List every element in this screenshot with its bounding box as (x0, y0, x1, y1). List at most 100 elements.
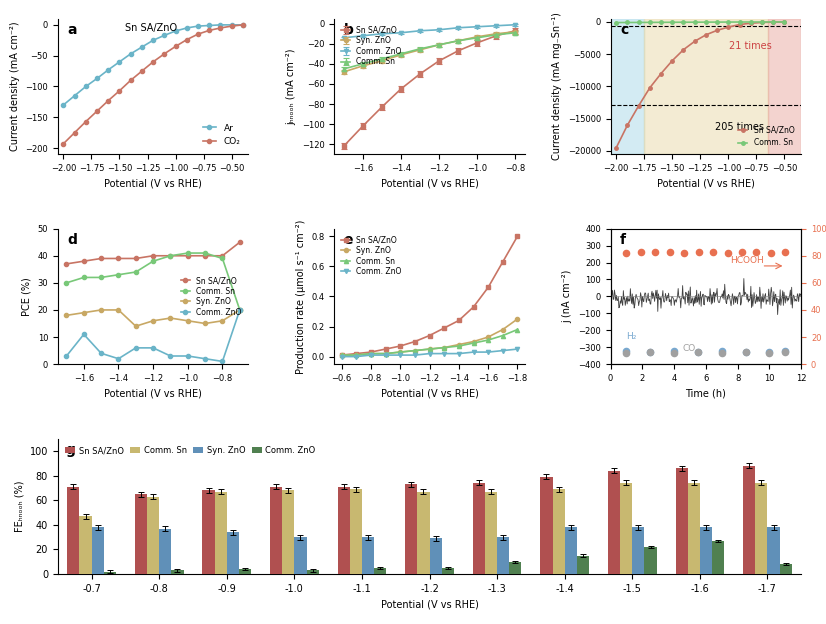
Legend: Sn SA/ZnO, Syn. ZnO, Comm. ZnO, Comm. Sn: Sn SA/ZnO, Syn. ZnO, Comm. ZnO, Comm. Sn (338, 22, 405, 69)
Sn SA/ZnO (712, 27, 722, 34)
CO₂ (115, 87, 125, 94)
Line: Comm. Sn: Comm. Sn (339, 328, 520, 357)
CO₂ (103, 97, 113, 104)
Point (779, 347, 792, 357)
CO₂ (126, 77, 135, 84)
CO₂ (159, 50, 169, 57)
Comm. Sn (96, 274, 106, 281)
CO₂ (216, 24, 225, 32)
Ar (137, 43, 147, 51)
Point (692, 246, 705, 256)
Comm. Sn (701, 18, 711, 26)
Syn. ZnO (217, 317, 227, 324)
Bar (135, 494, 147, 574)
Point (763, 348, 776, 358)
Comm. Sn (678, 19, 688, 26)
Bar (239, 569, 251, 574)
Sn SA/ZnO (148, 252, 158, 260)
Syn. ZnO (200, 319, 210, 327)
Sn SA/ZnO (645, 84, 655, 92)
Comm. Sn (351, 351, 361, 359)
CO₂ (59, 140, 69, 147)
Point (739, 347, 752, 357)
Text: 21 times: 21 times (729, 41, 771, 51)
Comm. Sn (336, 351, 346, 359)
Bar (610, 19, 644, 154)
Legend: Sn SA/ZnO, Comm. Sn, Syn. ZnO, Comm. ZnO: Sn SA/ZnO, Comm. Sn, Syn. ZnO, Comm. ZnO (62, 443, 319, 459)
Comm. Sn (667, 19, 677, 26)
Sn SA/ZnO (498, 258, 508, 266)
Point (779, 346, 792, 356)
Bar (712, 541, 724, 574)
Ar (238, 21, 248, 29)
Bar (202, 490, 215, 574)
Bar (442, 568, 453, 574)
Bar (374, 568, 387, 574)
Comm. ZnO (61, 353, 71, 360)
Comm. ZnO (217, 358, 227, 365)
Comm. Sn (165, 252, 175, 260)
Bar (159, 529, 171, 574)
Y-axis label: jₕₙₒₒₕ (mA cm⁻²): jₕₙₒₒₕ (mA cm⁻²) (286, 48, 297, 125)
Syn. ZnO (454, 341, 464, 348)
Sn SA/ZnO (678, 46, 688, 54)
Comm. Sn (235, 306, 244, 314)
Bar (510, 562, 521, 574)
Sn SA/ZnO (623, 122, 633, 129)
Text: g: g (65, 442, 75, 457)
Sn SA/ZnO (611, 144, 621, 152)
Point (648, 246, 662, 256)
Sn SA/ZnO (768, 18, 778, 26)
Bar (147, 497, 159, 574)
Line: Comm. Sn: Comm. Sn (64, 251, 242, 312)
Syn. ZnO (513, 315, 523, 323)
Bar (362, 537, 374, 574)
Sn SA/ZnO (439, 324, 449, 332)
Sn SA/ZnO (61, 260, 71, 268)
Bar (227, 532, 239, 574)
Bar (406, 484, 417, 574)
CO₂ (137, 67, 147, 75)
Comm. Sn (410, 347, 420, 354)
Comm. ZnO (165, 353, 175, 360)
Comm. Sn (757, 18, 767, 26)
Comm. Sn (439, 344, 449, 351)
Point (677, 248, 691, 258)
Ar (81, 83, 91, 90)
Comm. Sn (468, 339, 478, 347)
Point (667, 348, 681, 358)
Comm. Sn (381, 350, 391, 358)
Point (663, 246, 676, 256)
X-axis label: Potential (V vs RHE): Potential (V vs RHE) (104, 178, 202, 188)
Comm. ZnO (513, 345, 523, 353)
Comm. Sn (131, 268, 140, 276)
Sn SA/ZnO (410, 338, 420, 345)
CO₂ (238, 21, 248, 29)
Point (739, 347, 752, 357)
Comm. ZnO (113, 355, 123, 363)
Point (691, 347, 705, 357)
Point (643, 347, 657, 357)
Bar (472, 483, 485, 574)
Point (667, 346, 681, 356)
Comm. Sn (200, 250, 210, 257)
CO₂ (171, 42, 181, 50)
Bar (565, 527, 577, 574)
Text: HCOOH: HCOOH (729, 256, 763, 265)
Comm. Sn (780, 18, 790, 26)
Bar (780, 564, 792, 574)
Bar (79, 516, 92, 574)
Sn SA/ZnO (165, 252, 175, 260)
Bar (270, 487, 282, 574)
Comm. Sn (78, 274, 88, 281)
Syn. ZnO (351, 351, 361, 359)
Text: a: a (68, 23, 77, 37)
Sn SA/ZnO (656, 70, 666, 77)
Comm. Sn (634, 19, 643, 26)
Sn SA/ZnO (734, 21, 744, 28)
CO₂ (148, 58, 158, 66)
Bar (485, 492, 497, 574)
Comm. Sn (513, 326, 523, 333)
Bar (430, 539, 442, 574)
Point (634, 246, 648, 256)
